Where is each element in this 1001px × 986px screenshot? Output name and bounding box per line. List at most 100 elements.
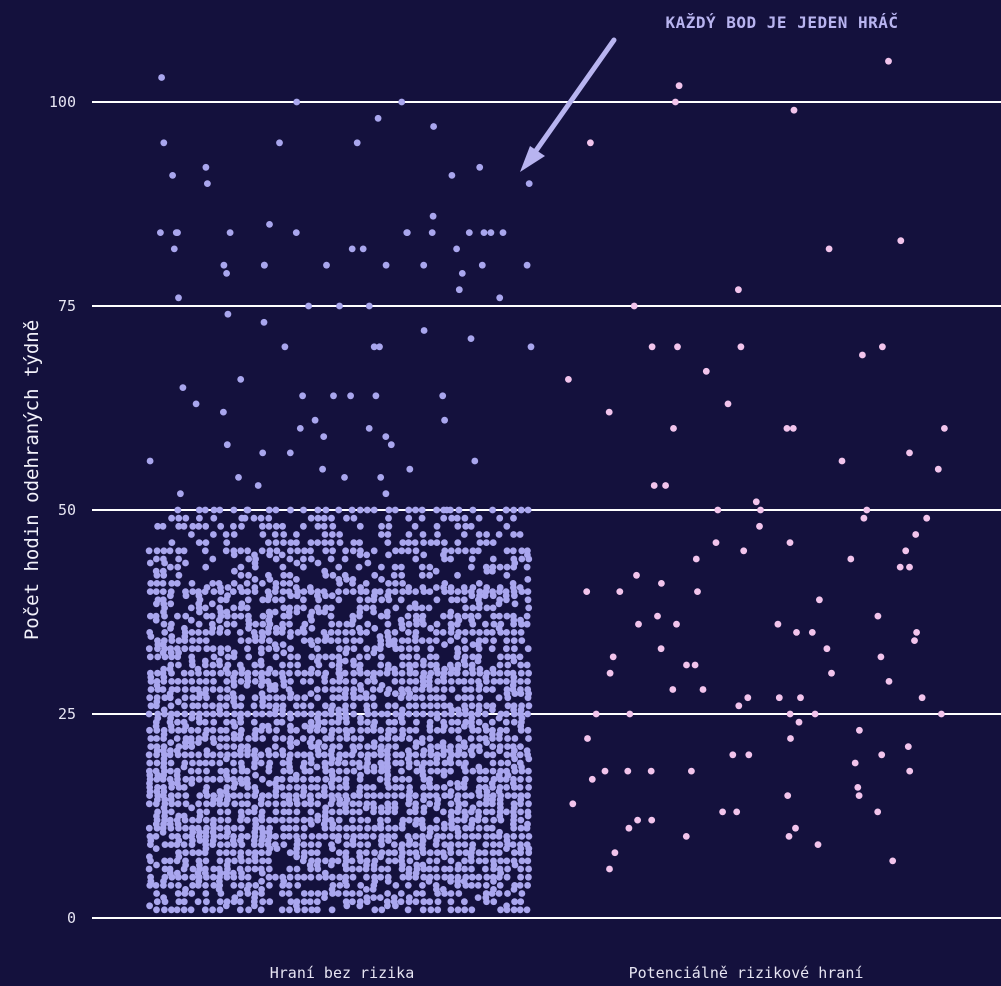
data-point — [469, 804, 477, 812]
data-point — [237, 547, 245, 555]
data-point — [406, 857, 414, 865]
data-point — [378, 849, 386, 857]
data-point — [382, 261, 390, 269]
data-point — [182, 849, 189, 857]
data-point — [406, 604, 414, 612]
data-point — [314, 522, 322, 530]
data-point — [611, 849, 619, 857]
data-point — [483, 629, 491, 636]
data-point — [300, 506, 307, 514]
data-point — [490, 841, 497, 848]
data-point — [342, 629, 349, 636]
data-point — [510, 857, 518, 865]
data-point — [265, 514, 273, 522]
data-point — [279, 661, 286, 669]
data-point — [441, 792, 449, 799]
data-point — [419, 531, 427, 538]
data-point — [153, 735, 161, 742]
data-point — [189, 865, 197, 873]
data-point — [448, 718, 456, 726]
data-point — [432, 882, 440, 889]
data-point — [364, 824, 371, 832]
data-point — [330, 392, 337, 400]
data-point — [160, 894, 168, 901]
data-point — [210, 506, 218, 514]
data-point — [433, 702, 441, 710]
data-point — [209, 669, 217, 677]
data-point — [181, 759, 189, 767]
data-point — [195, 522, 203, 530]
data-point — [885, 678, 893, 685]
data-point — [161, 857, 169, 865]
data-point — [624, 767, 632, 775]
data-point — [145, 710, 153, 718]
data-point — [230, 833, 237, 840]
data-point — [510, 775, 517, 783]
data-point — [230, 759, 237, 767]
data-point — [265, 506, 273, 514]
data-point — [633, 571, 640, 579]
data-point — [427, 669, 435, 677]
data-point — [203, 726, 211, 734]
data-point — [175, 547, 183, 555]
data-point — [301, 906, 309, 914]
data-point — [412, 588, 419, 595]
data-point — [250, 629, 258, 636]
data-point — [159, 580, 167, 587]
data-point — [342, 588, 350, 595]
data-point — [497, 767, 504, 775]
data-point — [220, 261, 228, 269]
data-point — [448, 686, 456, 693]
data-point — [349, 759, 357, 767]
data-point — [202, 522, 210, 530]
data-point — [216, 808, 224, 816]
data-point — [285, 808, 293, 816]
data-point — [455, 743, 462, 750]
data-point — [371, 873, 378, 881]
data-point — [510, 555, 518, 563]
data-point — [203, 775, 211, 783]
data-point — [454, 780, 461, 787]
data-point — [273, 718, 281, 726]
data-point — [447, 857, 455, 865]
data-point — [292, 824, 300, 832]
data-point — [161, 906, 168, 914]
data-point — [468, 661, 476, 669]
data-point — [209, 751, 217, 759]
data-point — [694, 588, 701, 595]
data-point — [307, 841, 315, 848]
data-point — [259, 620, 267, 628]
data-point — [251, 849, 259, 857]
data-point — [433, 726, 441, 734]
data-point — [420, 873, 428, 881]
data-point — [278, 890, 286, 897]
data-point — [461, 645, 469, 653]
data-point — [406, 849, 413, 857]
data-point — [252, 710, 260, 718]
data-point — [202, 702, 209, 710]
data-point — [489, 759, 497, 767]
data-point — [175, 898, 183, 906]
data-point — [203, 710, 210, 718]
data-point — [524, 857, 532, 865]
data-point — [230, 604, 238, 612]
data-point — [350, 514, 358, 522]
data-point — [286, 816, 293, 824]
data-point — [180, 898, 188, 906]
data-point — [273, 775, 281, 783]
data-point — [363, 873, 370, 881]
data-point — [454, 726, 462, 734]
data-point — [499, 229, 507, 237]
data-point — [245, 571, 252, 579]
data-point — [441, 539, 448, 546]
data-point — [281, 343, 289, 351]
data-point — [265, 608, 273, 616]
data-point — [524, 820, 531, 828]
data-point — [166, 547, 174, 555]
data-point — [447, 800, 455, 808]
data-point — [174, 612, 181, 620]
data-point — [159, 588, 167, 595]
data-point — [217, 735, 225, 742]
data-point — [503, 873, 511, 881]
